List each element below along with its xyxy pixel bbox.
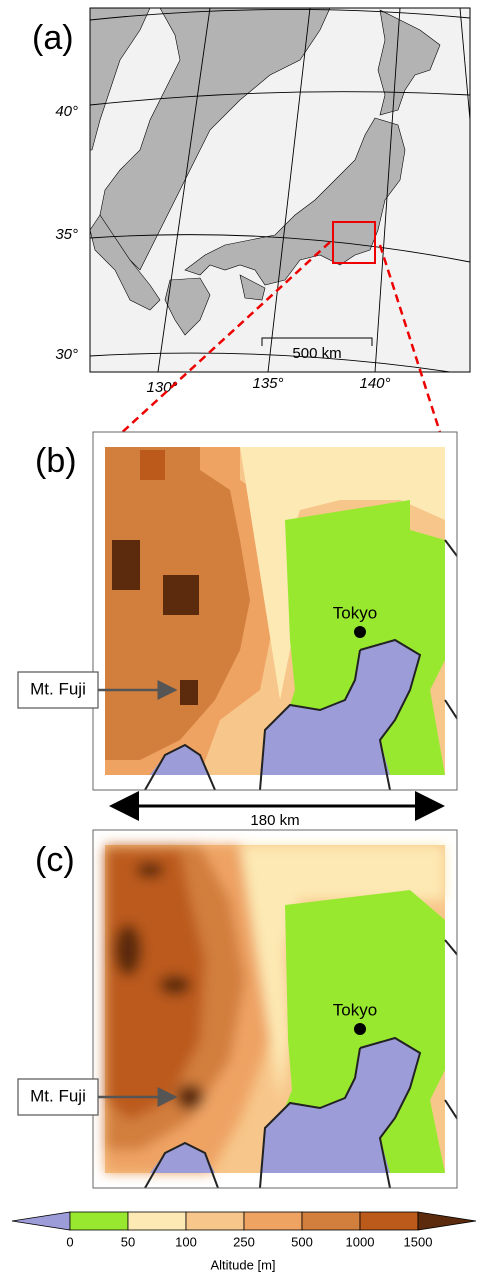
panel-label: (b) [35, 442, 77, 480]
map-b: Tokyo Mt. Fuji (b) 180 km [18, 432, 460, 829]
city-label: Tokyo [333, 603, 377, 622]
colorbar-tick-label: 500 [291, 1234, 313, 1249]
city-label: Tokyo [333, 1000, 377, 1019]
colorbar-swatch [70, 1212, 128, 1230]
mountain-label: Mt. Fuji [30, 1086, 86, 1105]
colorbar-swatch [418, 1212, 476, 1230]
colorbar-tick-label: 250 [233, 1234, 255, 1249]
colorbar-tick-label: 1000 [346, 1234, 375, 1249]
map-c: Tokyo Mt. Fuji (c) [18, 830, 460, 1188]
lon-label: 135° [252, 375, 283, 392]
colorbar-swatch [360, 1212, 418, 1230]
colorbar-swatch [12, 1212, 70, 1230]
colorbar-swatch [186, 1212, 244, 1230]
colorbar-swatch [128, 1212, 186, 1230]
colorbar-tick-label: 0 [66, 1234, 73, 1249]
panel-label: (c) [35, 841, 75, 879]
colorbar: 0 50 100 250 500 1000 1500 [12, 1212, 476, 1249]
colorbar-label: Altitude [m] [210, 1257, 275, 1272]
colorbar-tick-label: 100 [175, 1234, 197, 1249]
lon-label: 140° [359, 375, 390, 392]
lat-label: 30° [55, 346, 78, 363]
colorbar-tick-label: 1500 [404, 1234, 433, 1249]
width-label: 180 km [250, 812, 299, 829]
colorbar-tick-label: 50 [121, 1234, 135, 1249]
colorbar-swatch [244, 1212, 302, 1230]
scale-label: 500 km [292, 345, 341, 362]
colorbar-swatch [302, 1212, 360, 1230]
figure: 500 km (a) 40° 35° 30° 130° 135° 140° [0, 0, 488, 1281]
mountain-label: Mt. Fuji [30, 679, 86, 698]
panel-label: (a) [32, 19, 74, 57]
lat-label: 35° [55, 226, 78, 243]
lat-label: 40° [55, 103, 78, 120]
map-a: 500 km (a) 40° 35° 30° 130° 135° 140° [32, 8, 470, 448]
